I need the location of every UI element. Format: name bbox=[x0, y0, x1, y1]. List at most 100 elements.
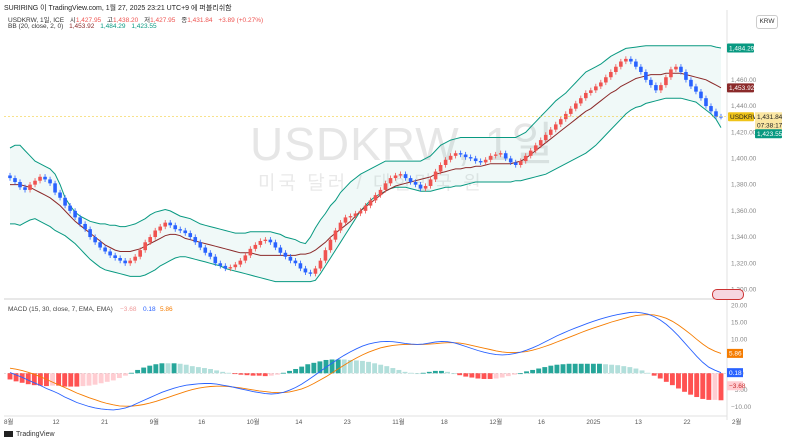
macd-hist-bar bbox=[712, 373, 718, 400]
macd-hist-bar bbox=[621, 366, 627, 374]
candle-body bbox=[664, 77, 668, 86]
high-label: 고 bbox=[107, 17, 113, 24]
candle-body bbox=[413, 182, 418, 185]
candle-body bbox=[183, 230, 188, 234]
candle-body bbox=[253, 244, 258, 249]
candle-body bbox=[548, 129, 553, 135]
candle-body bbox=[694, 86, 698, 92]
macd-hist-bar bbox=[353, 360, 359, 374]
macd-hist-bar bbox=[74, 373, 80, 387]
candle-body bbox=[443, 159, 448, 165]
candle-body bbox=[543, 134, 548, 141]
candle-body bbox=[458, 153, 463, 155]
time-tick-label: 8월 bbox=[4, 417, 14, 426]
macd-hist-bar bbox=[542, 367, 548, 374]
low-value: 1,427.95 bbox=[150, 17, 176, 24]
macd-hist-bar bbox=[281, 372, 286, 374]
macd-hist-bar bbox=[688, 373, 694, 395]
symbol-tag-bg bbox=[728, 112, 754, 122]
macd-hist-bar bbox=[651, 373, 657, 376]
candle-body bbox=[403, 174, 408, 179]
macd-hist-bar bbox=[657, 373, 663, 379]
macd-signal-tag: 5.86 bbox=[729, 351, 742, 358]
macd-hist-bar bbox=[183, 364, 189, 374]
candle-body bbox=[573, 103, 578, 109]
macd-hist-bar bbox=[62, 373, 68, 387]
macd-hist-bar bbox=[700, 373, 706, 399]
candle-body bbox=[113, 255, 117, 259]
macd-hist-bar bbox=[463, 373, 469, 377]
candle-body bbox=[133, 256, 137, 261]
candle-body bbox=[178, 229, 183, 231]
macd-hist-bar bbox=[718, 373, 724, 401]
candle-body bbox=[128, 260, 132, 264]
low-label: 저 bbox=[144, 17, 151, 24]
candle-body bbox=[38, 176, 42, 181]
candle-body bbox=[268, 239, 273, 243]
price-tick-label: 1,300.00 bbox=[731, 286, 757, 293]
brand-name: TradingView bbox=[16, 431, 55, 438]
symbol-tag: USDKRW bbox=[730, 114, 760, 121]
candle-body bbox=[213, 256, 218, 264]
candle-body bbox=[63, 197, 67, 206]
macd-hist-bar bbox=[110, 373, 116, 381]
macd-hist-bar bbox=[244, 373, 250, 376]
macd-hist-bar bbox=[378, 364, 384, 374]
macd-hist-bar bbox=[518, 373, 523, 375]
currency-button[interactable]: KRW bbox=[756, 15, 778, 29]
candle-body bbox=[493, 154, 498, 156]
close-label: 종 bbox=[181, 17, 188, 24]
macd-tick-label: 15.00 bbox=[731, 319, 748, 326]
macd-signal-line bbox=[9, 314, 722, 407]
time-tick-label: 18 bbox=[441, 419, 449, 426]
macd-hist-bar bbox=[499, 373, 505, 378]
macd-hist-bar bbox=[13, 373, 19, 382]
macd-hist-bar bbox=[487, 373, 493, 379]
macd-hist-bar bbox=[177, 363, 183, 374]
candle-body bbox=[448, 155, 453, 160]
macd-hist-bar bbox=[116, 373, 122, 379]
macd-hist-bar bbox=[451, 373, 457, 375]
macd-hist-bar bbox=[366, 361, 371, 374]
candle-body bbox=[604, 77, 608, 83]
candle-body bbox=[33, 180, 37, 185]
candle-body bbox=[223, 265, 228, 269]
candle-body bbox=[143, 242, 147, 251]
macd-hist-bar bbox=[129, 372, 134, 374]
macd-hist-bar bbox=[420, 372, 426, 374]
macd-hist-bar bbox=[305, 364, 311, 374]
candle-body bbox=[78, 217, 82, 224]
macd-hist-bar bbox=[317, 361, 323, 374]
candle-body bbox=[674, 66, 678, 70]
candle-body bbox=[348, 216, 353, 218]
candle-body bbox=[328, 239, 333, 251]
macd-hist-bar bbox=[31, 373, 37, 386]
macd-hist-bar bbox=[92, 373, 98, 385]
macd-hist-bar bbox=[524, 371, 529, 374]
candle-body bbox=[654, 85, 658, 91]
macd-hist-bar bbox=[226, 372, 232, 374]
macd-hist-tag: −3.68 bbox=[729, 383, 746, 390]
candle-body bbox=[704, 98, 708, 107]
candle-body bbox=[163, 222, 168, 227]
macd-hist-bar bbox=[220, 371, 226, 374]
candle-body bbox=[589, 90, 593, 93]
macd-hist-bar bbox=[50, 373, 55, 386]
macd-hist-bar bbox=[147, 365, 153, 374]
candle-body bbox=[148, 237, 153, 243]
macd-hist-bar bbox=[408, 372, 414, 374]
macd-hist-tag-bg bbox=[727, 381, 743, 391]
macd-hist-bar bbox=[426, 371, 432, 374]
macd-value-tag-bg bbox=[727, 368, 743, 378]
macd-hist-bar bbox=[274, 373, 280, 375]
candle-body bbox=[153, 230, 158, 238]
candle-body bbox=[468, 157, 473, 159]
macd-label: MACD (15, 30, close, 7, EMA, EMA) bbox=[8, 306, 113, 313]
macd-hist-bar bbox=[578, 363, 584, 374]
time-tick-label: 2025 bbox=[586, 419, 601, 426]
candle-body bbox=[43, 176, 47, 180]
candle-body bbox=[578, 98, 583, 104]
candle-body bbox=[523, 155, 528, 162]
macd-hist-bar bbox=[153, 364, 159, 374]
zoom-button[interactable] bbox=[712, 289, 744, 300]
